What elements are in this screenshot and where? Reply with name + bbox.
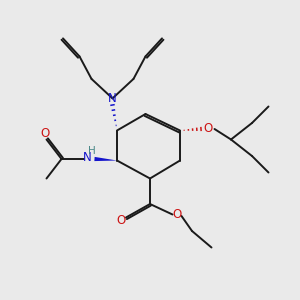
Text: H: H — [88, 146, 95, 157]
Polygon shape — [94, 157, 117, 161]
Text: O: O — [204, 122, 213, 136]
Text: N: N — [108, 92, 117, 105]
Text: O: O — [172, 208, 182, 221]
Text: O: O — [40, 127, 50, 140]
Text: O: O — [116, 214, 125, 227]
Text: N: N — [83, 151, 92, 164]
